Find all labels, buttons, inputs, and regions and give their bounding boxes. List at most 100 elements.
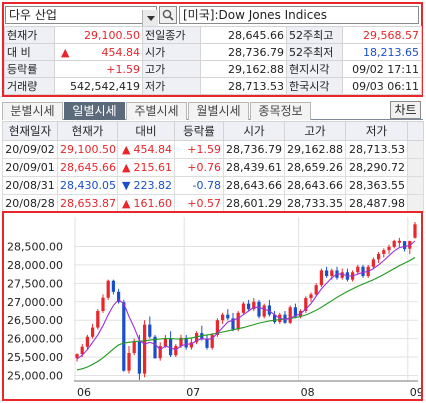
quote-value-text: 18,213.65 <box>363 45 419 59</box>
x-tick-label: 06 <box>77 386 91 399</box>
scrollbar-up-arrow[interactable] <box>407 121 424 141</box>
down-arrow-icon: ▼ <box>122 179 131 192</box>
cell-change-text: 454.84 <box>133 143 173 156</box>
candle-up <box>106 280 110 298</box>
table-row[interactable]: 20/09/02 29,100.50 ▲ 454.84 +1.59 28,736.79 29… <box>2 140 424 159</box>
cell-change-text: 215.61 <box>133 161 173 174</box>
candle-up <box>127 352 131 371</box>
scrollbar-track[interactable] <box>407 140 424 159</box>
quote-value-text: 28,713.53 <box>228 79 284 93</box>
quote-label-text: 고가 <box>145 62 166 76</box>
up-arrow-icon: ▲ <box>122 143 131 156</box>
col-header-change[interactable]: 대비 <box>117 121 175 141</box>
up-arrow-icon: ▲ <box>61 45 70 59</box>
candle-down <box>137 341 142 374</box>
cell-open-text: 28,601.29 <box>226 197 282 210</box>
table-row[interactable]: 20/09/01 28,645.66 ▲ 215.61 +0.76 28,439.61 28… <box>2 158 424 177</box>
y-tick-label: 26,000.00 <box>7 333 63 346</box>
candle-up <box>101 297 105 311</box>
cell-date-text: 20/09/02 <box>5 143 55 156</box>
y-tick-label: 25,000.00 <box>7 369 63 382</box>
tab-daily[interactable]: 일별시세 <box>64 102 125 120</box>
candle-down <box>361 266 365 276</box>
search-row: 다우 산업 [미국]:Dow Jones Indices <box>4 4 421 26</box>
cell-price: 29,100.50 <box>57 140 118 159</box>
scrollbar-track[interactable] <box>407 194 424 213</box>
col-header-rate[interactable]: 등락률 <box>174 121 224 141</box>
candle-up <box>392 240 396 247</box>
cell-low-text: 28,290.72 <box>349 161 405 174</box>
cell-high: 28,733.35 <box>284 194 346 213</box>
quote-label: 한국시각 <box>286 77 343 95</box>
candle-down <box>168 338 173 356</box>
cell-date: 20/09/02 <box>2 140 58 159</box>
tab-stock-info[interactable]: 종목정보 <box>250 102 311 120</box>
candle-up <box>179 337 183 346</box>
cell-rate-text: +0.76 <box>187 161 221 174</box>
cell-high-text: 28,733.35 <box>287 197 343 210</box>
tab-monthly[interactable]: 월별시세 <box>188 102 249 120</box>
col-header-high[interactable]: 고가 <box>284 121 346 141</box>
candle-down <box>153 336 157 359</box>
scrollbar-track[interactable] <box>407 158 424 177</box>
quote-value-text: 29,568.57 <box>363 28 419 42</box>
quote-value: 09/03 06:11 <box>342 77 422 95</box>
candle-down <box>231 318 235 330</box>
symbol-dropdown-button[interactable] <box>142 10 158 26</box>
y-tick-label: 25,500.00 <box>7 351 63 364</box>
col-header-open[interactable]: 시가 <box>223 121 285 141</box>
cell-date-text: 20/08/28 <box>5 197 55 210</box>
quote-label-text: 현지시각 <box>289 62 330 76</box>
quote-value: 28,645.66 <box>200 26 287 44</box>
quote-value: 09/02 17:11 <box>342 60 422 78</box>
quote-value-text: 454.84 <box>101 45 141 59</box>
tab-weekly[interactable]: 주별시세 <box>126 102 187 120</box>
cell-rate-text: +1.59 <box>187 143 221 156</box>
cell-open: 28,736.79 <box>223 140 285 159</box>
candle-up <box>132 341 136 353</box>
symbol-search-input[interactable]: 다우 산업 <box>5 6 158 26</box>
table-row[interactable]: 20/08/31 28,430.05 ▼ 223.82 -0.78 28,643.66 28… <box>2 176 424 195</box>
candlestick-chart[interactable]: 28,500.00 28,000.00 27,500.00 27,000.00 26,5… <box>4 213 421 399</box>
candle-up <box>236 312 240 330</box>
index-name-field[interactable]: [미국]:Dow Jones Indices <box>179 6 419 24</box>
candle-down <box>246 303 251 310</box>
candle-up <box>189 342 194 348</box>
cell-change: ▼ 223.82 <box>117 176 175 195</box>
cell-open: 28,601.29 <box>223 194 285 213</box>
candle-up <box>241 303 246 313</box>
candle-up <box>75 354 79 358</box>
candle-up <box>142 324 147 374</box>
y-tick-label: 28,000.00 <box>7 259 63 272</box>
quote-value-text: +1.59 <box>106 62 140 76</box>
cell-rate: -0.78 <box>174 176 224 195</box>
cell-open-text: 28,643.66 <box>226 179 282 192</box>
search-button[interactable] <box>159 6 177 24</box>
quote-value-text: 28,645.66 <box>228 28 284 42</box>
cell-change: ▲ 215.61 <box>117 158 175 177</box>
table-row[interactable]: 20/08/28 28,653.87 ▲ 161.60 +0.57 28,601.29 28… <box>2 194 424 213</box>
candle-up <box>210 334 214 348</box>
cell-open: 28,643.66 <box>223 176 285 195</box>
chart-button[interactable]: 차트 <box>390 101 421 119</box>
quote-label: 등락률 <box>4 60 55 78</box>
cell-high-text: 29,162.88 <box>287 143 343 156</box>
quote-label-text: 저가 <box>145 79 166 93</box>
col-header-low[interactable]: 저가 <box>345 121 408 141</box>
cell-date-text: 20/09/01 <box>5 161 55 174</box>
cell-date-text: 20/08/31 <box>5 179 55 192</box>
quote-label: 대 비 <box>4 43 55 61</box>
candlestick-chart-panel[interactable]: 28,500.00 28,000.00 27,500.00 27,000.00 26,5… <box>2 211 423 401</box>
candle-down <box>272 314 277 323</box>
candle-down <box>402 241 407 250</box>
scrollbar-track[interactable] <box>407 176 424 195</box>
candle-up <box>376 253 381 260</box>
cell-low: 28,713.53 <box>345 140 408 159</box>
quote-label-text: 등락률 <box>7 62 38 76</box>
col-header-price[interactable]: 현재가 <box>57 121 118 141</box>
col-header-date[interactable]: 현재일자 <box>2 121 58 141</box>
cell-low-text: 28,363.55 <box>349 179 405 192</box>
candle-up <box>194 333 199 343</box>
tab-minute[interactable]: 분별시세 <box>2 102 63 120</box>
cell-low: 28,487.98 <box>345 194 408 213</box>
